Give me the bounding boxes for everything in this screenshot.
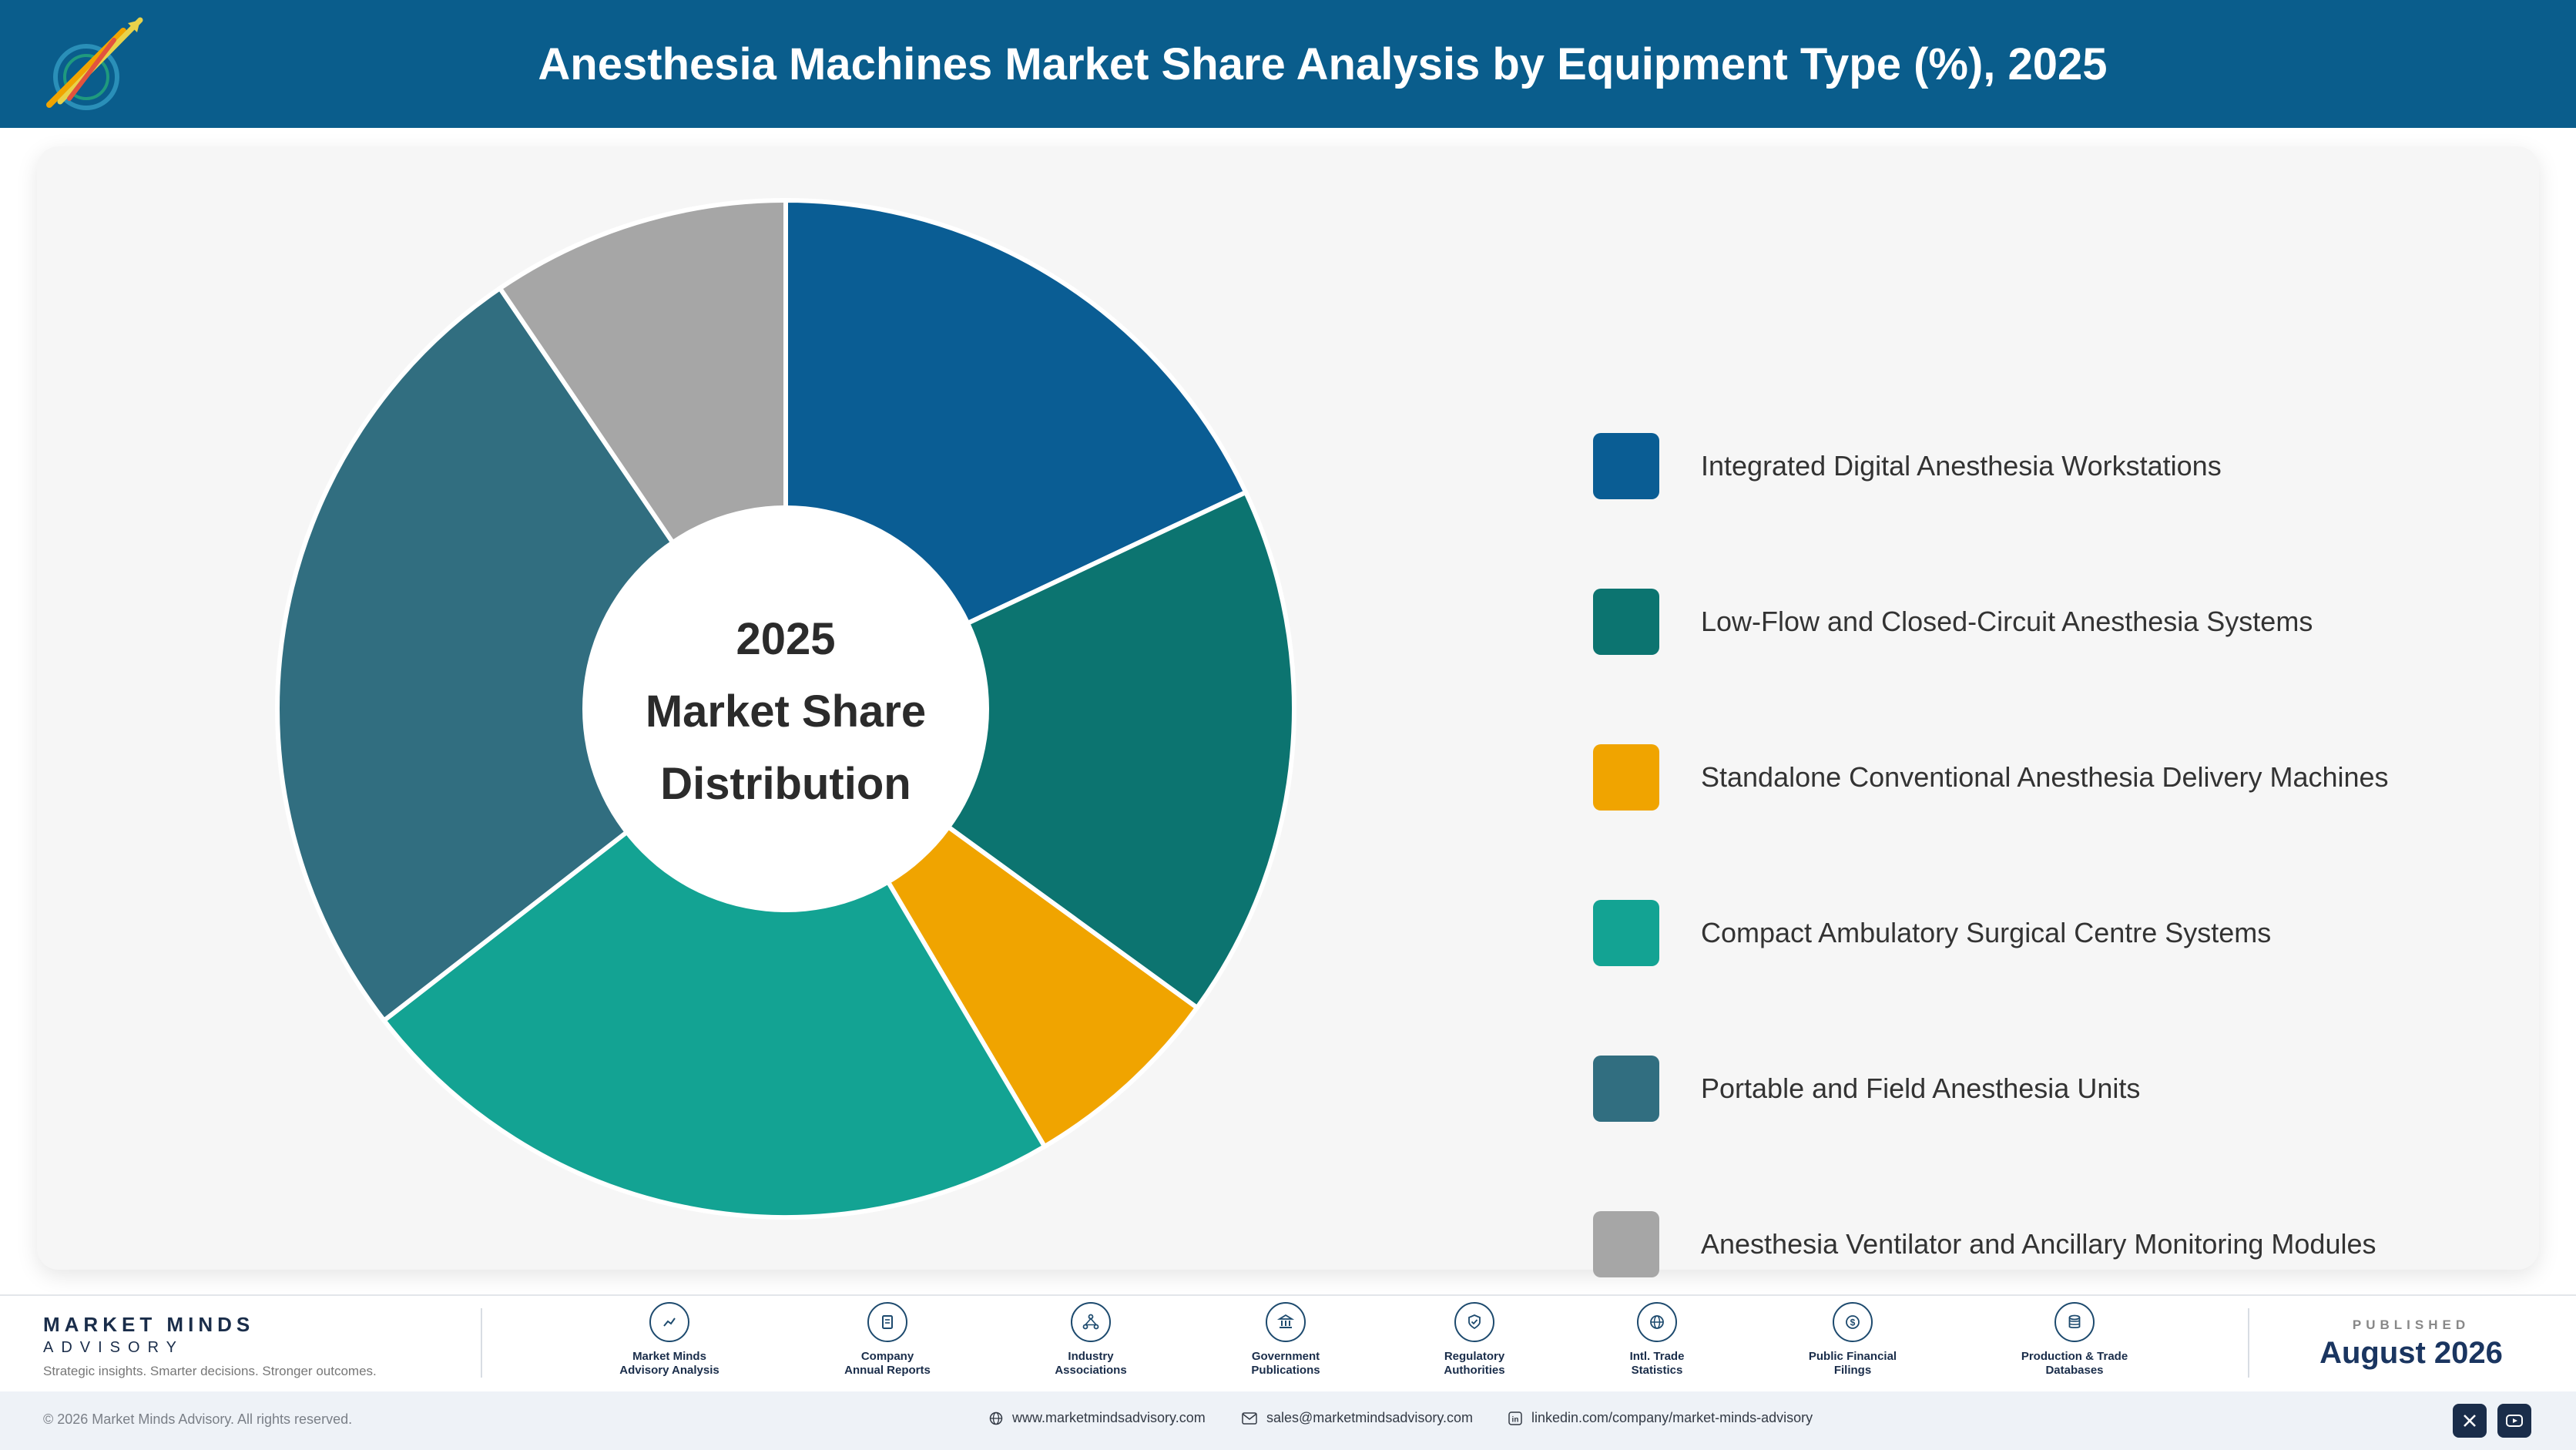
center-label-line-0: 2025 bbox=[736, 614, 835, 664]
dollar-coin-icon: $ bbox=[1833, 1302, 1873, 1342]
youtube-icon bbox=[2506, 1415, 2523, 1427]
source-label: Production & Trade Databases bbox=[2021, 1350, 2128, 1377]
source-item: Government Publications bbox=[1201, 1302, 1370, 1378]
shield-check-icon bbox=[1454, 1302, 1494, 1342]
legend-label: Anesthesia Ventilator and Ancillary Moni… bbox=[1701, 1228, 2376, 1260]
chart-line-icon bbox=[649, 1302, 689, 1342]
legend-label: Standalone Conventional Anesthesia Deliv… bbox=[1701, 761, 2389, 793]
email-link[interactable]: sales@marketmindsadvisory.com bbox=[1242, 1410, 1473, 1426]
mail-icon bbox=[1242, 1411, 1257, 1425]
legend-item: Integrated Digital Anesthesia Workstatio… bbox=[1593, 433, 2222, 499]
legend-label: Low-Flow and Closed-Circuit Anesthesia S… bbox=[1701, 606, 2313, 637]
source-item: Company Annual Reports bbox=[803, 1302, 972, 1378]
website-link[interactable]: www.marketmindsadvisory.com bbox=[989, 1410, 1206, 1426]
bottom-bar: © 2026 Market Minds Advisory. All rights… bbox=[0, 1391, 2576, 1450]
legend-item: Standalone Conventional Anesthesia Deliv… bbox=[1593, 744, 2389, 811]
footer-divider bbox=[2248, 1308, 2249, 1378]
header-bar: Anesthesia Machines Market Share Analysi… bbox=[0, 0, 2576, 128]
database-icon bbox=[2054, 1302, 2095, 1342]
network-icon bbox=[1071, 1302, 1111, 1342]
pie-slice-4 bbox=[275, 284, 790, 1024]
source-label: Company Annual Reports bbox=[844, 1350, 931, 1377]
brand-name: MARKET MINDS bbox=[43, 1313, 255, 1336]
legend-swatch bbox=[1593, 1056, 1659, 1122]
legend-swatch bbox=[1593, 1211, 1659, 1277]
legend-label: Integrated Digital Anesthesia Workstatio… bbox=[1701, 450, 2222, 482]
website-text: www.marketmindsadvisory.com bbox=[1012, 1410, 1206, 1425]
legend-swatch bbox=[1593, 589, 1659, 655]
source-label: Public Financial Filings bbox=[1808, 1350, 1897, 1377]
linkedin-link[interactable]: in linkedin.com/company/market-minds-adv… bbox=[1508, 1410, 1813, 1426]
source-item: Intl. Trade Statistics bbox=[1572, 1302, 1742, 1378]
page-title: Anesthesia Machines Market Share Analysi… bbox=[538, 39, 2108, 89]
footer-sources: MARKET MINDS ADVISORY Strategic insights… bbox=[0, 1294, 2576, 1391]
svg-text:in: in bbox=[1512, 1415, 1519, 1424]
globe-icon bbox=[1637, 1302, 1677, 1342]
chart-card: 2025 Market Share Distribution Integrated … bbox=[37, 146, 2539, 1277]
donut-hole bbox=[582, 505, 989, 912]
source-label: Intl. Trade Statistics bbox=[1629, 1350, 1685, 1377]
source-item: $ Public Financial Filings bbox=[1768, 1302, 1937, 1378]
legend-item: Low-Flow and Closed-Circuit Anesthesia S… bbox=[1593, 589, 2313, 655]
center-label-line-2: Distribution bbox=[660, 759, 911, 809]
legend-item: Compact Ambulatory Surgical Centre Syste… bbox=[1593, 900, 2271, 966]
youtube-social-button[interactable] bbox=[2497, 1404, 2531, 1438]
x-social-button[interactable] bbox=[2453, 1404, 2487, 1438]
source-label: Regulatory Authorities bbox=[1444, 1350, 1505, 1377]
linkedin-icon: in bbox=[1508, 1411, 1522, 1425]
legend-label: Compact Ambulatory Surgical Centre Syste… bbox=[1701, 917, 2272, 948]
source-label: Industry Associations bbox=[1055, 1350, 1127, 1377]
published-date: August 2026 bbox=[2319, 1336, 2503, 1370]
pie-slice-3 bbox=[381, 705, 1048, 1220]
brand-subtitle: ADVISORY bbox=[43, 1339, 184, 1356]
published-label: PUBLISHED bbox=[2352, 1317, 2470, 1332]
legend-label: Portable and Field Anesthesia Units bbox=[1701, 1072, 2141, 1104]
globe-icon bbox=[989, 1411, 1003, 1425]
source-item: Industry Associations bbox=[1006, 1302, 1176, 1378]
donut-chart: 2025 Market Share Distribution bbox=[275, 197, 1296, 1220]
source-label: Government Publications bbox=[1251, 1350, 1320, 1377]
legend-swatch bbox=[1593, 433, 1659, 499]
x-icon bbox=[2464, 1415, 2476, 1427]
legend-item: Portable and Field Anesthesia Units bbox=[1593, 1056, 2140, 1122]
company-logo-icon bbox=[46, 17, 143, 110]
legend-swatch bbox=[1593, 900, 1659, 966]
government-building-icon bbox=[1266, 1302, 1306, 1342]
footer-divider bbox=[481, 1308, 482, 1378]
brand-tagline: Strategic insights. Smarter decisions. S… bbox=[43, 1364, 377, 1378]
legend-swatch bbox=[1593, 744, 1659, 811]
source-item: Regulatory Authorities bbox=[1390, 1302, 1559, 1378]
source-label: Market Minds Advisory Analysis bbox=[619, 1350, 719, 1377]
source-item: Market Minds Advisory Analysis bbox=[585, 1302, 754, 1378]
document-icon bbox=[867, 1302, 907, 1342]
linkedin-text: linkedin.com/company/market-minds-adviso… bbox=[1531, 1410, 1813, 1425]
source-item: Production & Trade Databases bbox=[1990, 1302, 2159, 1378]
pie-slice-1 bbox=[781, 488, 1296, 1012]
copyright-text: © 2026 Market Minds Advisory. All rights… bbox=[43, 1411, 353, 1427]
center-label-line-1: Market Share bbox=[646, 686, 926, 737]
svg-text:$: $ bbox=[1850, 1317, 1856, 1328]
legend-item: Anesthesia Ventilator and Ancillary Moni… bbox=[1593, 1211, 2376, 1277]
email-text: sales@marketmindsadvisory.com bbox=[1266, 1410, 1474, 1425]
